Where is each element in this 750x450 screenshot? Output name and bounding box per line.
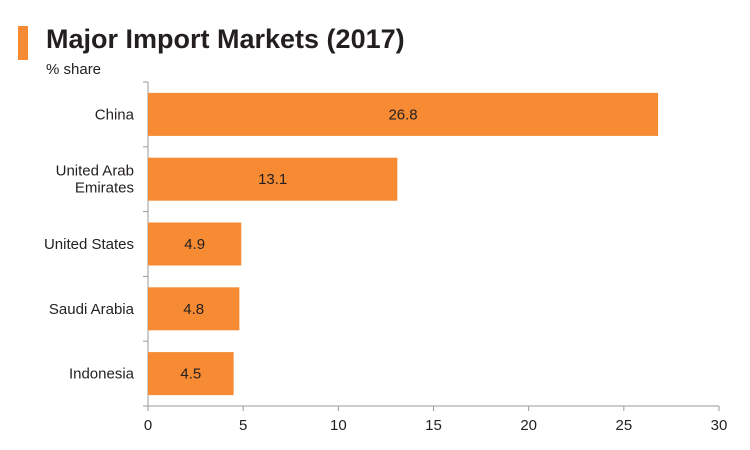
chart-title: Major Import Markets (2017) xyxy=(46,24,405,54)
chart-subtitle: % share xyxy=(46,61,102,78)
x-tick-label: 5 xyxy=(239,417,247,434)
category-label: China xyxy=(95,106,135,123)
x-tick-label: 10 xyxy=(330,417,347,434)
x-tick-label: 25 xyxy=(615,417,632,434)
category-label-line: Emirates xyxy=(75,180,134,197)
bar-value-label: 13.1 xyxy=(258,171,287,188)
bar-value-label: 26.8 xyxy=(388,106,417,123)
bar xyxy=(148,287,240,331)
bar xyxy=(148,157,398,201)
category-label-line: China xyxy=(95,106,135,123)
x-tick-label: 15 xyxy=(425,417,442,434)
bar-value-label: 4.9 xyxy=(184,236,205,253)
category-label-line: United Arab xyxy=(56,163,134,180)
bar xyxy=(148,352,234,396)
category-label-line: Indonesia xyxy=(69,366,135,383)
bar-value-label: 4.5 xyxy=(180,366,201,383)
category-label: Saudi Arabia xyxy=(49,301,135,318)
x-tick-label: 20 xyxy=(520,417,537,434)
category-label-line: Saudi Arabia xyxy=(49,301,135,318)
bar xyxy=(148,222,242,266)
x-tick-label: 30 xyxy=(711,417,728,434)
category-label: United States xyxy=(44,236,134,253)
category-label-line: United States xyxy=(44,236,134,253)
category-label: United Arab Emirates xyxy=(56,163,134,197)
title-accent-bar xyxy=(18,26,28,60)
bar xyxy=(148,92,659,136)
x-tick-label: 0 xyxy=(144,417,152,434)
bar-value-label: 4.8 xyxy=(183,301,204,318)
category-label: Indonesia xyxy=(69,366,135,383)
